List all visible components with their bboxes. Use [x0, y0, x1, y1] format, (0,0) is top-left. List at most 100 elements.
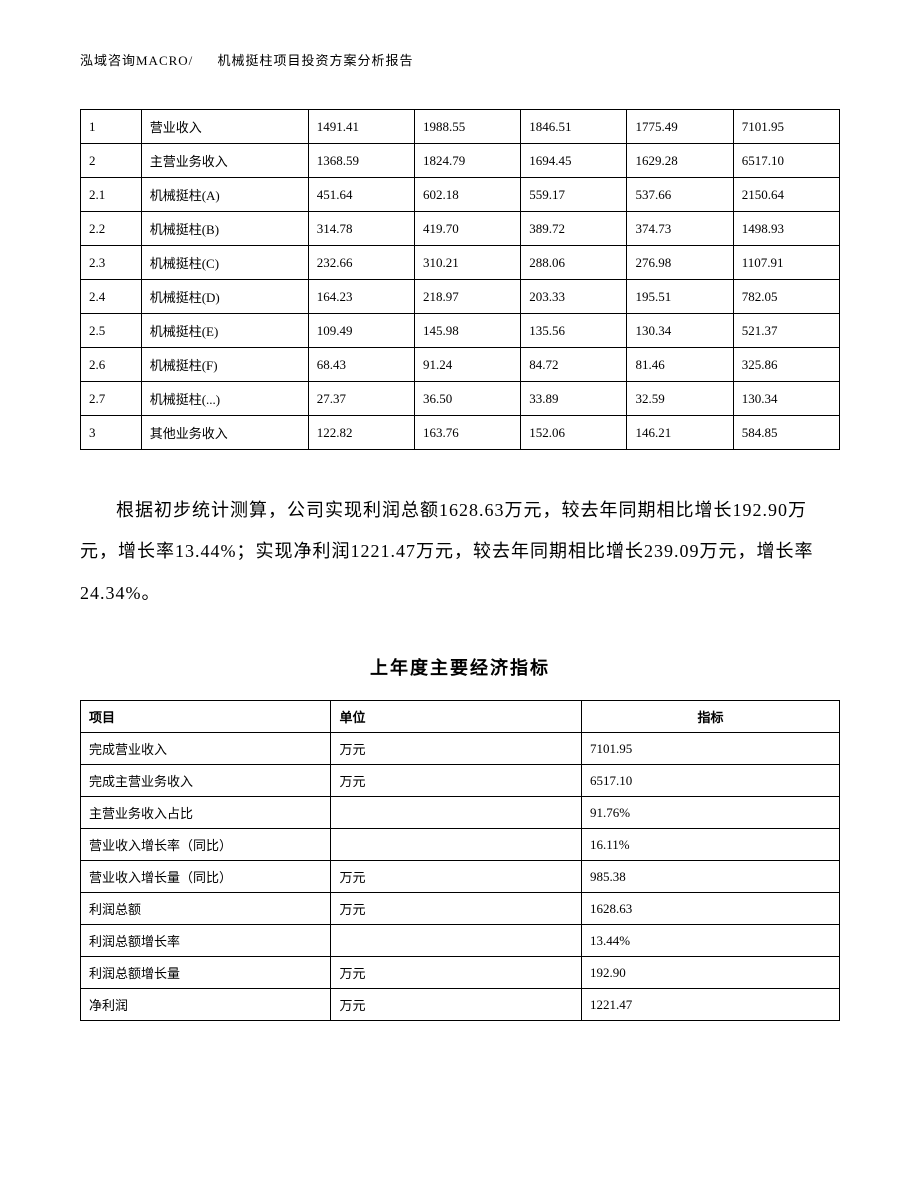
table-cell: 1629.28 — [627, 144, 733, 178]
table-cell: 130.34 — [627, 314, 733, 348]
table-cell: 利润总额增长量 — [81, 957, 331, 989]
table-cell: 985.38 — [581, 861, 839, 893]
table-cell: 521.37 — [733, 314, 839, 348]
table-cell: 91.24 — [414, 348, 520, 382]
table-row: 完成主营业务收入万元6517.10 — [81, 765, 840, 797]
table-row: 2.1机械挺柱(A)451.64602.18559.17537.662150.6… — [81, 178, 840, 212]
table-cell: 84.72 — [521, 348, 627, 382]
table-cell: 1846.51 — [521, 110, 627, 144]
table-row: 1营业收入1491.411988.551846.511775.497101.95 — [81, 110, 840, 144]
table-cell: 万元 — [331, 957, 581, 989]
table-cell: 537.66 — [627, 178, 733, 212]
table-cell: 机械挺柱(...) — [141, 382, 308, 416]
table-row: 2.3机械挺柱(C)232.66310.21288.06276.981107.9… — [81, 246, 840, 280]
table-cell: 81.46 — [627, 348, 733, 382]
table-cell: 602.18 — [414, 178, 520, 212]
table-cell: 559.17 — [521, 178, 627, 212]
col-header-indicator: 指标 — [581, 701, 839, 733]
table-row: 3其他业务收入122.82163.76152.06146.21584.85 — [81, 416, 840, 450]
table-cell: 1988.55 — [414, 110, 520, 144]
table-cell: 33.89 — [521, 382, 627, 416]
summary-paragraph: 根据初步统计测算，公司实现利润总额1628.63万元，较去年同期相比增长192.… — [80, 490, 840, 614]
table-cell: 389.72 — [521, 212, 627, 246]
table-cell: 其他业务收入 — [141, 416, 308, 450]
table-cell: 13.44% — [581, 925, 839, 957]
table-cell: 192.90 — [581, 957, 839, 989]
table-row: 2.6机械挺柱(F)68.4391.2484.7281.46325.86 — [81, 348, 840, 382]
header-right: 机械挺柱项目投资方案分析报告 — [218, 53, 414, 68]
table-cell: 310.21 — [414, 246, 520, 280]
table-cell: 32.59 — [627, 382, 733, 416]
table-cell: 3 — [81, 416, 142, 450]
table-cell: 135.56 — [521, 314, 627, 348]
table-cell: 145.98 — [414, 314, 520, 348]
table-row: 营业收入增长量（同比）万元985.38 — [81, 861, 840, 893]
table-cell: 7101.95 — [581, 733, 839, 765]
table-row: 主营业务收入占比 91.76% — [81, 797, 840, 829]
table-cell: 419.70 — [414, 212, 520, 246]
table-cell: 1368.59 — [308, 144, 414, 178]
table-cell: 314.78 — [308, 212, 414, 246]
table-row: 2.7机械挺柱(...)27.3736.5033.8932.59130.34 — [81, 382, 840, 416]
table-cell: 营业收入增长率（同比） — [81, 829, 331, 861]
table-row: 2.5机械挺柱(E)109.49145.98135.56130.34521.37 — [81, 314, 840, 348]
table-cell: 机械挺柱(F) — [141, 348, 308, 382]
table-cell: 主营业务收入占比 — [81, 797, 331, 829]
table-cell: 374.73 — [627, 212, 733, 246]
table-row: 完成营业收入万元7101.95 — [81, 733, 840, 765]
table-cell: 2.7 — [81, 382, 142, 416]
table-row: 利润总额增长量万元192.90 — [81, 957, 840, 989]
table-cell: 利润总额 — [81, 893, 331, 925]
table-cell: 1 — [81, 110, 142, 144]
table-cell: 451.64 — [308, 178, 414, 212]
table-cell: 机械挺柱(B) — [141, 212, 308, 246]
table-cell: 68.43 — [308, 348, 414, 382]
table-cell: 27.37 — [308, 382, 414, 416]
table-cell: 净利润 — [81, 989, 331, 1021]
table-cell: 2.6 — [81, 348, 142, 382]
table-row: 2.4机械挺柱(D)164.23218.97203.33195.51782.05 — [81, 280, 840, 314]
table-cell: 机械挺柱(C) — [141, 246, 308, 280]
page-header: 泓域咨询MACRO/ 机械挺柱项目投资方案分析报告 — [80, 50, 840, 69]
table-cell: 218.97 — [414, 280, 520, 314]
table-cell: 机械挺柱(A) — [141, 178, 308, 212]
table-cell: 1775.49 — [627, 110, 733, 144]
table-cell: 109.49 — [308, 314, 414, 348]
table-cell: 276.98 — [627, 246, 733, 280]
table-cell: 完成主营业务收入 — [81, 765, 331, 797]
table-cell: 2.3 — [81, 246, 142, 280]
table-cell: 2.2 — [81, 212, 142, 246]
table-row: 利润总额万元1628.63 — [81, 893, 840, 925]
table-header-row: 项目 单位 指标 — [81, 701, 840, 733]
table-row: 净利润万元1221.47 — [81, 989, 840, 1021]
table-cell: 163.76 — [414, 416, 520, 450]
header-left: 泓域咨询MACRO/ — [80, 53, 193, 68]
table-row: 利润总额增长率 13.44% — [81, 925, 840, 957]
table-cell: 288.06 — [521, 246, 627, 280]
table-cell: 营业收入 — [141, 110, 308, 144]
table-cell: 1107.91 — [733, 246, 839, 280]
table-cell: 利润总额增长率 — [81, 925, 331, 957]
table-row: 营业收入增长率（同比）16.11% — [81, 829, 840, 861]
table-cell: 2.5 — [81, 314, 142, 348]
document-page: 泓域咨询MACRO/ 机械挺柱项目投资方案分析报告 1营业收入1491.4119… — [0, 0, 920, 1081]
revenue-table-body: 1营业收入1491.411988.551846.511775.497101.95… — [81, 110, 840, 450]
table-cell: 万元 — [331, 893, 581, 925]
table-cell: 152.06 — [521, 416, 627, 450]
table-cell: 万元 — [331, 733, 581, 765]
table-cell: 91.76% — [581, 797, 839, 829]
table-cell: 2150.64 — [733, 178, 839, 212]
table-cell: 万元 — [331, 861, 581, 893]
table-cell: 164.23 — [308, 280, 414, 314]
table-cell: 2 — [81, 144, 142, 178]
table-cell: 2.4 — [81, 280, 142, 314]
table-cell: 机械挺柱(D) — [141, 280, 308, 314]
revenue-breakdown-table: 1营业收入1491.411988.551846.511775.497101.95… — [80, 109, 840, 450]
table-cell — [331, 797, 581, 829]
table-cell: 2.1 — [81, 178, 142, 212]
section-title: 上年度主要经济指标 — [80, 654, 840, 680]
table-cell: 营业收入增长量（同比） — [81, 861, 331, 893]
table-cell: 36.50 — [414, 382, 520, 416]
table-cell: 1628.63 — [581, 893, 839, 925]
table-cell — [331, 829, 581, 861]
